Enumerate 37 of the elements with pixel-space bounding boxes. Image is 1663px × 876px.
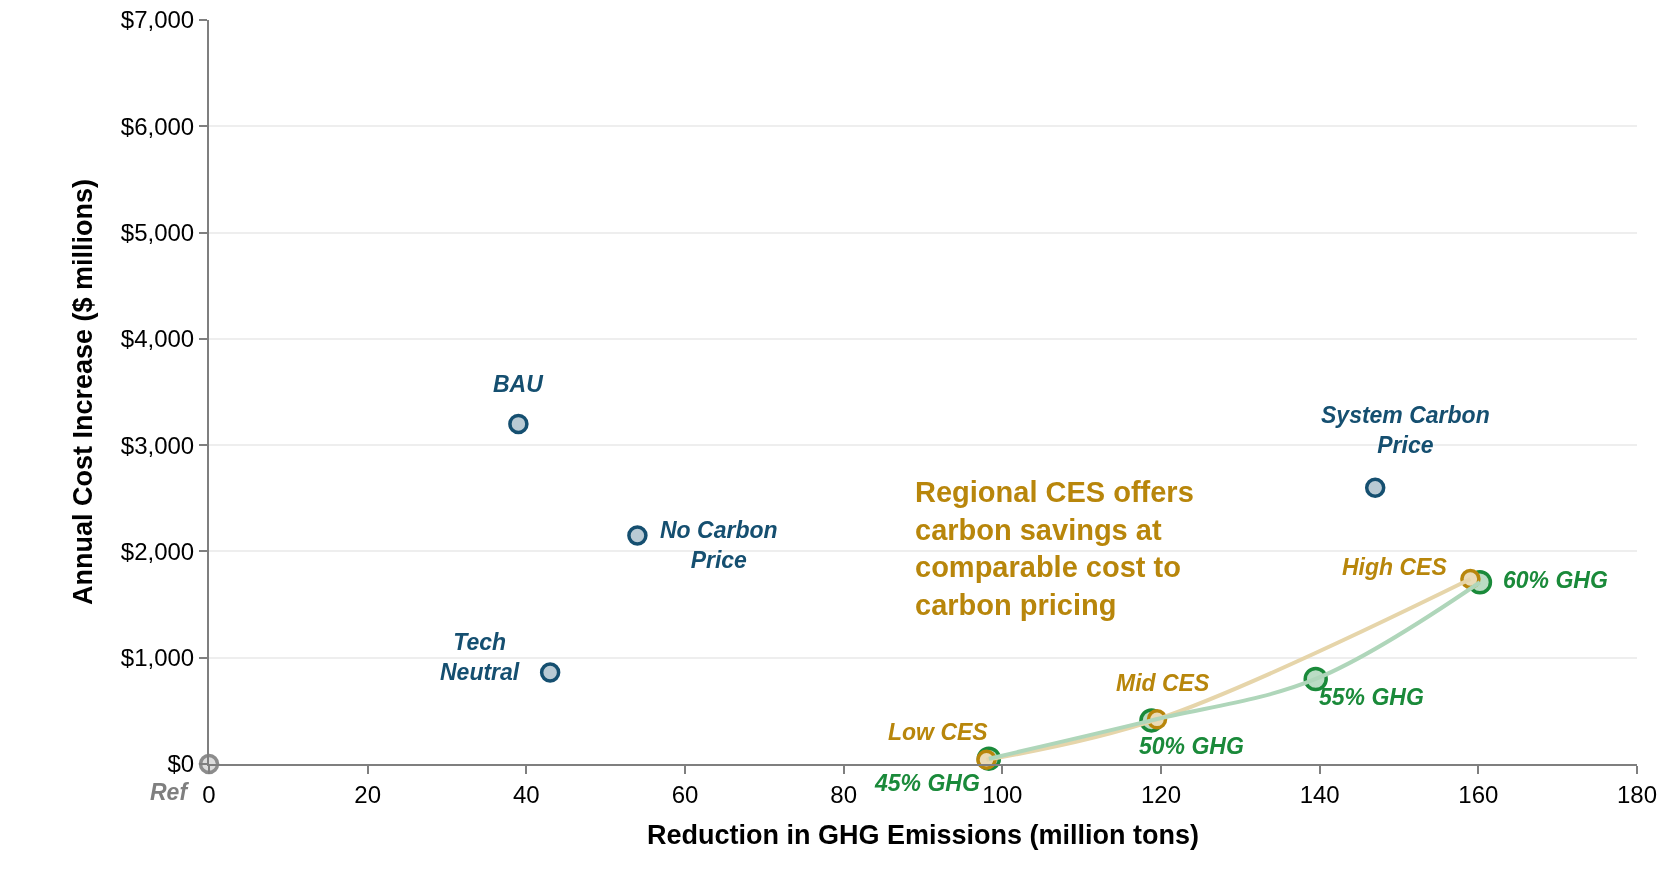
point xyxy=(627,525,648,546)
annotation: Low CES xyxy=(888,719,989,745)
annotation: Regional CES offers carbon savings at comparable cost to carbon pricing xyxy=(915,476,1194,622)
x-tick-label: 60 xyxy=(671,780,699,808)
point xyxy=(508,413,529,435)
annotation: 45% GHG xyxy=(874,770,980,796)
y-tick-label: $4,000 xyxy=(120,325,195,353)
x-tick-label: 80 xyxy=(830,780,858,808)
annotation: No Carbon Price xyxy=(660,517,778,573)
annotation: Mid CES xyxy=(1116,670,1210,696)
y-tick-label: $2,000 xyxy=(120,537,195,565)
point xyxy=(539,662,561,683)
y-axis-title: Annual Cost Increase ($ millions) xyxy=(68,178,99,606)
annotation: High CES xyxy=(1342,554,1448,580)
x-tick-label: 20 xyxy=(354,780,382,808)
x-tick-label: 100 xyxy=(982,780,1023,808)
x-tick-label: 140 xyxy=(1299,780,1340,808)
y-tick-label: $3,000 xyxy=(120,431,195,459)
annotation: 55% GHG xyxy=(1319,684,1424,710)
y-tick-label: $7,000 xyxy=(120,6,195,34)
x-tick-label: 120 xyxy=(1140,780,1182,808)
annotation: Tech Neutral xyxy=(440,629,520,685)
x-tick-label: 180 xyxy=(1616,780,1658,808)
x-axis-title: Reduction in GHG Emissions (million tons) xyxy=(646,819,1200,850)
annotation: 60% GHG xyxy=(1503,567,1608,593)
x-tick-label: 0 xyxy=(202,780,216,808)
x-tick-label: 40 xyxy=(512,780,540,808)
y-tick-label: $6,000 xyxy=(120,112,195,140)
x-tick-label: 160 xyxy=(1458,780,1499,808)
y-tick-label: $5,000 xyxy=(120,218,195,246)
point xyxy=(1364,477,1386,498)
annotation: System Carbon Price xyxy=(1321,402,1490,458)
annotation: Ref xyxy=(150,779,190,805)
y-tick-label: $0 xyxy=(167,750,195,778)
annotation: BAU xyxy=(493,371,545,397)
annotation: 50% GHG xyxy=(1139,733,1244,759)
y-tick-label: $1,000 xyxy=(120,644,195,672)
